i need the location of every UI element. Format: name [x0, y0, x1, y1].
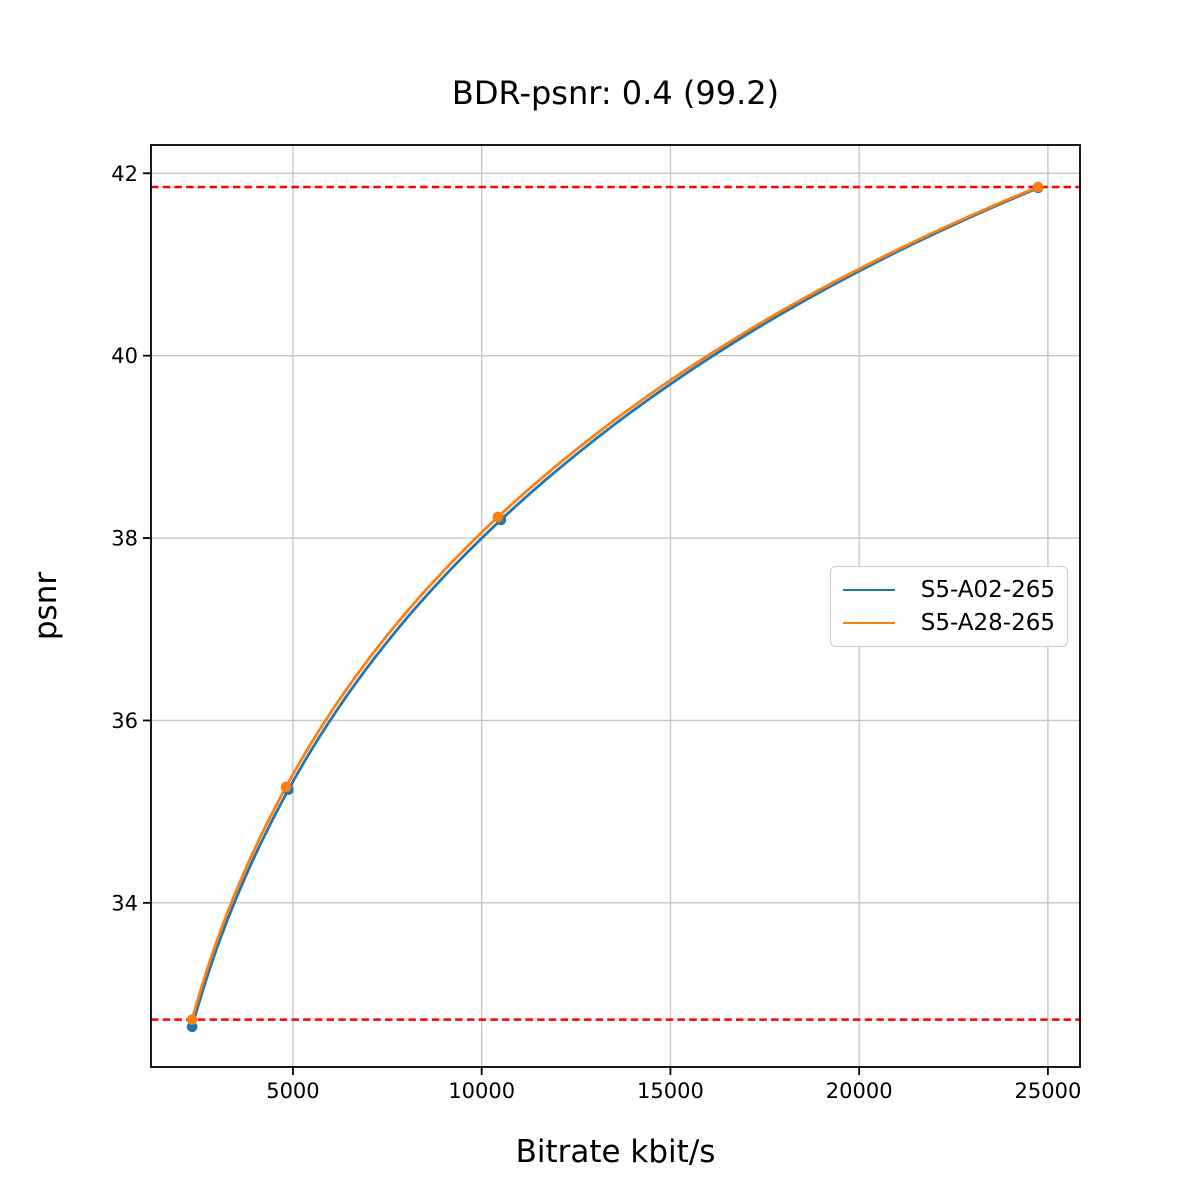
chart-title: BDR-psnr: 0.4 (99.2) — [451, 74, 780, 112]
legend-line-sample-blue — [843, 588, 895, 591]
y-tick-label: 40 — [111, 344, 138, 368]
legend-label: S5-A02-265 — [920, 576, 1055, 603]
x-tick-label: 25000 — [1015, 1079, 1082, 1103]
series-line-S5-A02-265 — [190, 186, 1040, 1029]
x-tick-label: 5000 — [266, 1079, 319, 1103]
legend-entry: S5-A28-265 — [843, 610, 1055, 636]
x-tick-label: 10000 — [448, 1079, 515, 1103]
y-tick-label: 34 — [111, 891, 138, 915]
legend-line-sample-orange — [843, 622, 895, 625]
axes-frame — [150, 144, 1081, 1068]
x-tick-label: 20000 — [826, 1079, 893, 1103]
y-tick-label: 38 — [111, 527, 138, 551]
legend-label: S5-A28-265 — [920, 610, 1055, 637]
data-point-S5-A28-265 — [1032, 181, 1044, 193]
x-axis-label: Bitrate kbit/s — [515, 1134, 716, 1170]
legend: S5-A02-265 S5-A28-265 — [830, 566, 1068, 647]
data-point-S5-A28-265 — [280, 781, 292, 793]
series-line-S5-A28-265 — [190, 185, 1040, 1021]
y-tick-label: 42 — [111, 162, 138, 186]
x-tick-label: 15000 — [637, 1079, 704, 1103]
data-point-S5-A02-265 — [186, 1021, 198, 1033]
y-tick-label: 36 — [111, 709, 138, 733]
data-point-S5-A28-265 — [492, 511, 504, 523]
data-point-S5-A28-265 — [186, 1014, 198, 1025]
legend-entry: S5-A02-265 — [843, 577, 1055, 603]
